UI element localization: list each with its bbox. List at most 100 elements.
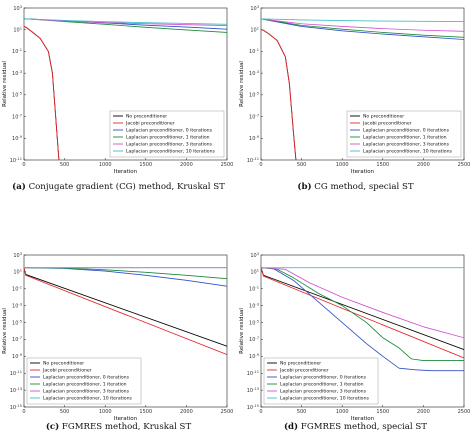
caption-b-label: (b) bbox=[297, 182, 312, 192]
y-tick-label-c: 10-13 bbox=[10, 387, 22, 394]
legend-label-b-4: Laplacian preconditioner, 3 iterations bbox=[363, 142, 450, 148]
series-line-d-4 bbox=[261, 267, 464, 339]
legend-label-a-0: No preconditioner bbox=[126, 114, 167, 120]
x-tick-label-c: 2000 bbox=[180, 409, 193, 415]
caption-b-text: CG method, special ST bbox=[314, 182, 414, 192]
legend-box-d bbox=[263, 357, 379, 405]
y-tick-label-b: 101 bbox=[250, 27, 259, 34]
y-tick-label-a: 103 bbox=[13, 5, 22, 12]
x-tick-label-b: 1000 bbox=[336, 162, 349, 168]
legend-label-d-3: Laplacian preconditioner, 1 iteration bbox=[280, 382, 364, 388]
x-tick-label-d: 0 bbox=[259, 409, 262, 415]
legend-label-d-5: Laplacian preconditioner, 10 iterations bbox=[280, 396, 369, 402]
y-tick-label-b: 10-5 bbox=[249, 92, 259, 99]
y-tick-label-c: 103 bbox=[13, 252, 22, 259]
y-tick-label-d: 10-9 bbox=[249, 353, 260, 360]
panel-d: 0 500 1000 1500 2000 2500 103 101 10-1 10-3 10-5 10… bbox=[237, 218, 474, 436]
y-tick-label-c: 10-15 bbox=[10, 404, 22, 411]
x-tick-label-a: 500 bbox=[60, 162, 70, 168]
caption-d-label: (d) bbox=[283, 422, 299, 432]
caption-a-text: Conjugate gradient (CG) method, Kruskal … bbox=[28, 182, 225, 192]
legend-box-c bbox=[26, 357, 142, 405]
series-line-a-5 bbox=[24, 18, 227, 25]
x-axis-label-d: Iteration bbox=[351, 416, 375, 422]
caption-d: (d) FGMRES method, special ST bbox=[237, 422, 474, 432]
y-tick-label-a: 101 bbox=[13, 27, 22, 34]
plot-frame-b bbox=[260, 7, 465, 161]
caption-c-label: (c) bbox=[45, 422, 60, 432]
y-tick-label-d: 10-7 bbox=[249, 336, 259, 343]
y-tick-label-b: 10-11 bbox=[247, 157, 259, 164]
chart-c: 0 500 1000 1500 2000 2500 103 101 10-1 10-3 10-5 10… bbox=[2, 252, 234, 422]
y-tick-label-d: 10-11 bbox=[247, 370, 259, 377]
y-tick-label-a: 10-7 bbox=[12, 113, 22, 120]
legend-label-d-0: No preconditioner bbox=[280, 361, 321, 367]
panel-b: 0 500 1000 1500 2000 2500 103 101 10-1 10-3 10-5 10… bbox=[237, 0, 474, 218]
y-tick-label-c: 10-1 bbox=[12, 286, 22, 293]
x-axis-label-a: Iteration bbox=[114, 169, 138, 175]
caption-b: (b) CG method, special ST bbox=[237, 182, 474, 192]
chart-b: 0 500 1000 1500 2000 2500 103 101 10-1 10-3 10-5 10… bbox=[239, 5, 471, 175]
legend-label-c-4: Laplacian preconditioner, 3 iterations bbox=[43, 389, 130, 395]
legend-label-a-4: Laplacian preconditioner, 3 iterations bbox=[126, 142, 213, 148]
series-group-d bbox=[261, 267, 464, 372]
series-line-d-2 bbox=[261, 267, 464, 372]
x-tick-label-d: 2000 bbox=[417, 409, 430, 415]
legend-label-a-1: Jacobi preconditioner bbox=[125, 121, 175, 127]
legend-label-b-3: Laplacian preconditioner, 1 iteration bbox=[363, 135, 447, 141]
y-axis-label-c: Relative residual bbox=[2, 308, 8, 354]
series-group-c bbox=[24, 267, 227, 356]
y-tick-label-c: 10-5 bbox=[12, 319, 22, 326]
caption-c-text: FGMRES method, Kruskal ST bbox=[61, 422, 192, 432]
x-tick-label-a: 1000 bbox=[99, 162, 112, 168]
x-tick-label-c: 2500 bbox=[221, 409, 234, 415]
x-tick-label-d: 500 bbox=[297, 409, 307, 415]
y-tick-label-d: 103 bbox=[250, 252, 259, 259]
y-tick-label-b: 103 bbox=[250, 5, 259, 12]
legend-label-b-5: Laplacian preconditioner, 10 iterations bbox=[363, 149, 452, 155]
y-tick-label-d: 10-13 bbox=[247, 387, 259, 394]
series-line-d-0 bbox=[261, 267, 464, 350]
legend-label-b-0: No preconditioner bbox=[363, 114, 404, 120]
series-line-c-0 bbox=[24, 267, 227, 347]
y-tick-label-b: 10-1 bbox=[249, 48, 259, 55]
x-tick-label-c: 1000 bbox=[99, 409, 112, 415]
x-axis-label-b: Iteration bbox=[351, 169, 375, 175]
caption-a: (a) Conjugate gradient (CG) method, Krus… bbox=[0, 182, 237, 192]
caption-d-text: FGMRES method, special ST bbox=[300, 422, 428, 432]
panel-a: 0 500 1000 1500 2000 2500 103 101 10-1 10-3 10-5 10… bbox=[0, 0, 237, 218]
y-tick-label-c: 10-11 bbox=[10, 370, 22, 377]
y-tick-label-b: 10-7 bbox=[249, 113, 259, 120]
chart-a: 0 500 1000 1500 2000 2500 103 101 10-1 10-3 10-5 10… bbox=[2, 5, 234, 175]
x-tick-label-a: 2500 bbox=[221, 162, 234, 168]
series-line-a-1 bbox=[24, 26, 60, 160]
caption-a-label: (a) bbox=[12, 182, 26, 192]
y-tick-label-a: 10-11 bbox=[10, 157, 22, 164]
series-line-d-3 bbox=[261, 267, 464, 361]
legend-label-c-3: Laplacian preconditioner, 1 iteration bbox=[43, 382, 127, 388]
series-line-b-1 bbox=[261, 29, 297, 160]
legend-box-b bbox=[346, 110, 462, 158]
y-tick-label-c: 10-3 bbox=[12, 302, 22, 309]
y-tick-label-c: 101 bbox=[13, 269, 22, 276]
legend-label-d-4: Laplacian preconditioner, 3 iterations bbox=[280, 389, 367, 395]
x-tick-label-c: 1500 bbox=[139, 409, 152, 415]
x-tick-label-d: 2500 bbox=[458, 409, 471, 415]
x-tick-label-a: 2000 bbox=[180, 162, 193, 168]
y-tick-label-a: 10-5 bbox=[12, 92, 22, 99]
x-tick-label-b: 2500 bbox=[458, 162, 471, 168]
legend-label-b-2: Laplacian preconditioner, 0 iterations bbox=[363, 128, 450, 134]
series-line-c-1 bbox=[24, 267, 227, 356]
legend-label-c-1: Jacobi preconditioner bbox=[42, 368, 92, 374]
y-tick-label-b: 10-3 bbox=[249, 70, 259, 77]
series-line-c-2 bbox=[24, 267, 227, 287]
series-group-b bbox=[261, 18, 464, 160]
x-tick-label-a: 1500 bbox=[139, 162, 152, 168]
y-tick-label-d: 10-3 bbox=[249, 302, 259, 309]
y-tick-label-c: 10-7 bbox=[12, 336, 22, 343]
x-tick-label-b: 0 bbox=[259, 162, 262, 168]
legend-label-a-2: Laplacian preconditioner, 0 iterations bbox=[126, 128, 213, 134]
y-axis-label-d: Relative residual bbox=[239, 308, 245, 354]
plot-frame-d bbox=[260, 254, 465, 408]
legend-label-a-3: Laplacian preconditioner, 1 iteration bbox=[126, 135, 210, 141]
